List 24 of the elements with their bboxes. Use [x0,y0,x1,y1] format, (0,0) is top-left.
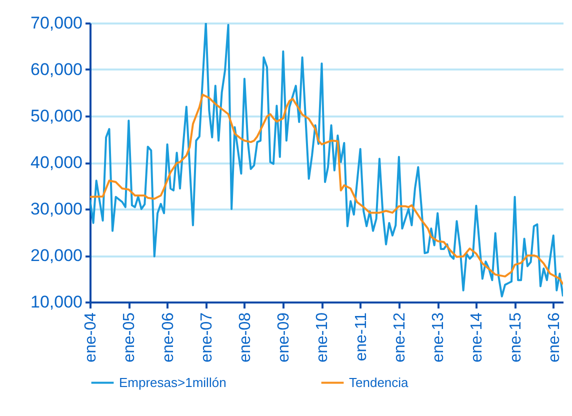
x-tick-label: ene-14 [468,312,486,362]
x-tick-label: ene-11 [352,312,370,362]
x-tick-label: ene-08 [236,312,254,362]
x-tick-label: ene-13 [430,312,448,362]
y-tick-label: 10,000 [30,292,82,312]
legend-label: Tendencia [349,374,410,390]
x-tick-label: ene-12 [391,312,408,362]
y-tick-label: 50,000 [30,106,82,126]
y-tick-label: 20,000 [30,246,82,265]
x-tick-label: ene-06 [160,312,177,362]
y-tick-label: 30,000 [30,200,82,218]
x-tick-label: ene-10 [314,312,332,362]
x-tick-label: ene-07 [198,312,216,362]
x-tick-label: ene-15 [507,312,524,362]
y-tick-label: 70,000 [30,14,82,32]
x-tick-label: ene-16 [546,312,563,362]
y-tick-label: 40,000 [30,153,82,172]
y-tick-label: 60,000 [30,60,82,79]
x-tick-label: ene-04 [82,312,100,362]
legend-label: Empresas>1millón [119,374,226,390]
x-tick-label: ene-09 [276,312,293,362]
x-tick-label: ene-05 [121,312,138,362]
line-series [90,23,563,298]
line-series [90,94,563,286]
